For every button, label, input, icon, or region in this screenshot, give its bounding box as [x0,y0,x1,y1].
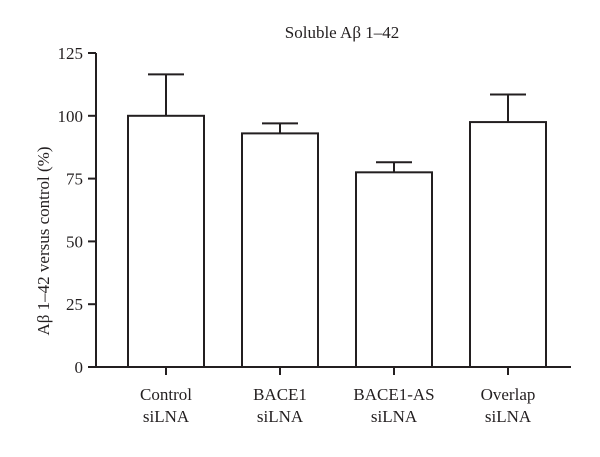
x-tick-label-line: siLNA [257,407,304,426]
bar [127,114,205,368]
x-tick-label: BACE1-AS siLNA [353,385,434,426]
x-tick-label-line: BACE1 [253,385,307,404]
y-tick-label: 25 [66,295,83,314]
x-tick-label: Overlap siLNA [481,385,536,426]
x-tick-label: Control siLNA [140,385,192,426]
y-tick-label: 50 [66,232,83,251]
bars-group [127,114,547,368]
bar [241,132,319,368]
y-tick-label: 75 [66,170,83,189]
y-tick-label: 100 [58,107,84,126]
y-tick-label: 0 [75,358,84,377]
y-tick-label: 125 [58,44,84,63]
x-tick-label-line: Control [140,385,192,404]
x-tick-label-line: siLNA [485,407,532,426]
bar [355,171,433,368]
chart-title: Soluble Aβ 1–42 [285,23,399,42]
x-tick-label-line: BACE1-AS [353,385,434,404]
y-axis-label: Aβ 1–42 versus control (%) [34,146,53,335]
x-tick-label: BACE1 siLNA [253,385,307,426]
x-tick-label-line: Overlap [481,385,536,404]
x-tick-label-line: siLNA [143,407,190,426]
error-bars-group [148,73,526,173]
bar [469,121,547,368]
x-tick-label-line: siLNA [371,407,418,426]
